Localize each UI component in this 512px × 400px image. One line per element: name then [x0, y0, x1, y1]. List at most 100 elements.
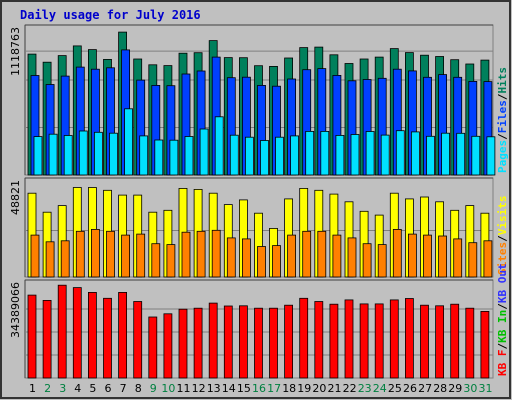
right-legend: Pages/Files/Hits: [496, 67, 509, 173]
x-tick-label: 31: [479, 382, 493, 395]
bar-kb-f-day-10: [163, 313, 173, 379]
x-tick-label: 18: [282, 382, 296, 395]
bar-sites-day-26: [407, 233, 417, 278]
x-tick-label: 21: [328, 382, 342, 395]
x-tick-label: 27: [418, 382, 432, 395]
x-tick-label: 6: [105, 382, 112, 395]
bar-sites-day-2: [45, 241, 55, 278]
bar-pages-day-16: [260, 140, 269, 176]
x-tick-label: 5: [89, 382, 96, 395]
x-tick-label: 7: [120, 382, 127, 395]
bar-pages-day-10: [169, 139, 179, 176]
bar-pages-day-13: [214, 116, 224, 176]
bar-pages-day-9: [154, 139, 164, 176]
bar-kb-f-day-31: [480, 310, 490, 379]
legend-pages: Pages: [496, 140, 509, 173]
panel-kbytes: 34389066 KB F/KB In/KB Out: [9, 263, 509, 379]
bar-kb-f-day-25: [389, 299, 399, 379]
x-tick-label: 24: [373, 382, 387, 395]
chart-title: Daily usage for July 2016: [20, 8, 201, 22]
bar-sites-day-24: [377, 244, 387, 278]
legend-hits: Hits: [496, 67, 509, 94]
bar-pages-day-18: [290, 135, 300, 176]
bar-sites-day-29: [453, 238, 463, 278]
bar-sites-day-22: [347, 237, 357, 278]
bar-kb-f-day-1: [27, 294, 37, 379]
x-tick-label: 28: [433, 382, 447, 395]
bar-pages-day-7: [124, 108, 133, 176]
bar-pages-day-1: [33, 136, 43, 176]
x-tick-label: 16: [252, 382, 266, 395]
bar-pages-day-27: [426, 135, 435, 176]
x-tick-label: 15: [237, 382, 251, 395]
x-tick-label: 23: [358, 382, 372, 395]
bar-sites-day-19: [302, 230, 312, 278]
bar-pages-day-25: [395, 130, 405, 176]
x-tick-label: 10: [161, 382, 175, 395]
bar-kb-f-day-18: [284, 304, 294, 379]
bar-kb-f-day-11: [178, 308, 188, 379]
bar-sites-day-5: [91, 228, 100, 278]
x-tick-label: 13: [207, 382, 221, 395]
bar-pages-day-22: [350, 134, 360, 176]
bar-sites-day-7: [121, 234, 130, 278]
bar-pages-day-29: [456, 132, 466, 176]
bar-pages-day-14: [229, 134, 239, 176]
bar-sites-day-23: [362, 243, 372, 278]
series-sites: [30, 228, 493, 278]
x-tick-label: 25: [388, 382, 402, 395]
bar-sites-day-21: [332, 234, 342, 278]
x-tick-label: 1: [29, 382, 36, 395]
bar-sites-day-1: [30, 234, 40, 278]
bar-sites-day-11: [181, 231, 191, 278]
bar-kb-f-day-15: [238, 305, 248, 379]
bar-kb-f-day-24: [374, 303, 384, 379]
bar-kb-f-day-13: [208, 302, 218, 379]
bar-sites-day-20: [317, 230, 327, 278]
bar-pages-day-6: [109, 132, 118, 176]
bar-kb-f-day-22: [344, 299, 354, 379]
x-tick-label: 14: [222, 382, 236, 395]
right-legend: Sites/Visits: [496, 196, 509, 276]
bar-sites-day-18: [287, 234, 297, 278]
x-tick-label: 30: [463, 382, 477, 395]
bar-sites-day-14: [226, 237, 236, 278]
right-legend: KB F/KB In/KB Out: [496, 263, 509, 376]
bar-kb-f-day-6: [103, 297, 112, 379]
bar-sites-day-27: [423, 234, 432, 278]
bar-kb-f-day-27: [420, 304, 429, 379]
x-tick-label: 4: [74, 382, 81, 395]
x-tick-label: 8: [135, 382, 142, 395]
bar-kb-f-day-30: [465, 307, 475, 379]
bar-pages-day-19: [305, 130, 315, 176]
bar-kb-f-day-17: [269, 307, 278, 379]
panel-visits-sites: 48821 Sites/Visits: [9, 177, 509, 278]
bar-kb-f-day-8: [133, 301, 143, 379]
panel-hits-files-pages: 1118763 Pages/Files/Hits: [9, 24, 509, 176]
legend-files: Files: [496, 100, 509, 133]
bar-pages-day-12: [199, 128, 209, 176]
bar-sites-day-15: [241, 238, 251, 278]
bar-kb-f-day-5: [88, 291, 97, 379]
bar-sites-day-10: [166, 244, 176, 278]
bar-kb-f-day-28: [435, 305, 445, 379]
bar-sites-day-13: [211, 229, 221, 278]
bar-pages-day-30: [471, 135, 481, 176]
bar-kb-f-day-16: [254, 307, 263, 379]
bar-pages-day-28: [441, 132, 451, 176]
x-tick-label: 12: [192, 382, 206, 395]
bar-sites-day-16: [257, 246, 266, 278]
bar-kb-f-day-14: [223, 305, 233, 379]
bar-pages-day-8: [139, 135, 149, 176]
bar-pages-day-20: [320, 130, 330, 176]
bar-sites-day-12: [196, 230, 206, 278]
bar-kb-f-day-4: [72, 287, 82, 379]
bar-pages-day-26: [410, 131, 420, 176]
y-max-label: 1118763: [9, 27, 22, 76]
bar-kb-f-day-2: [42, 299, 52, 379]
bar-pages-day-5: [94, 131, 103, 176]
series-kb-f: [27, 284, 490, 379]
bar-sites-day-28: [438, 235, 448, 278]
bar-sites-day-4: [75, 230, 85, 278]
